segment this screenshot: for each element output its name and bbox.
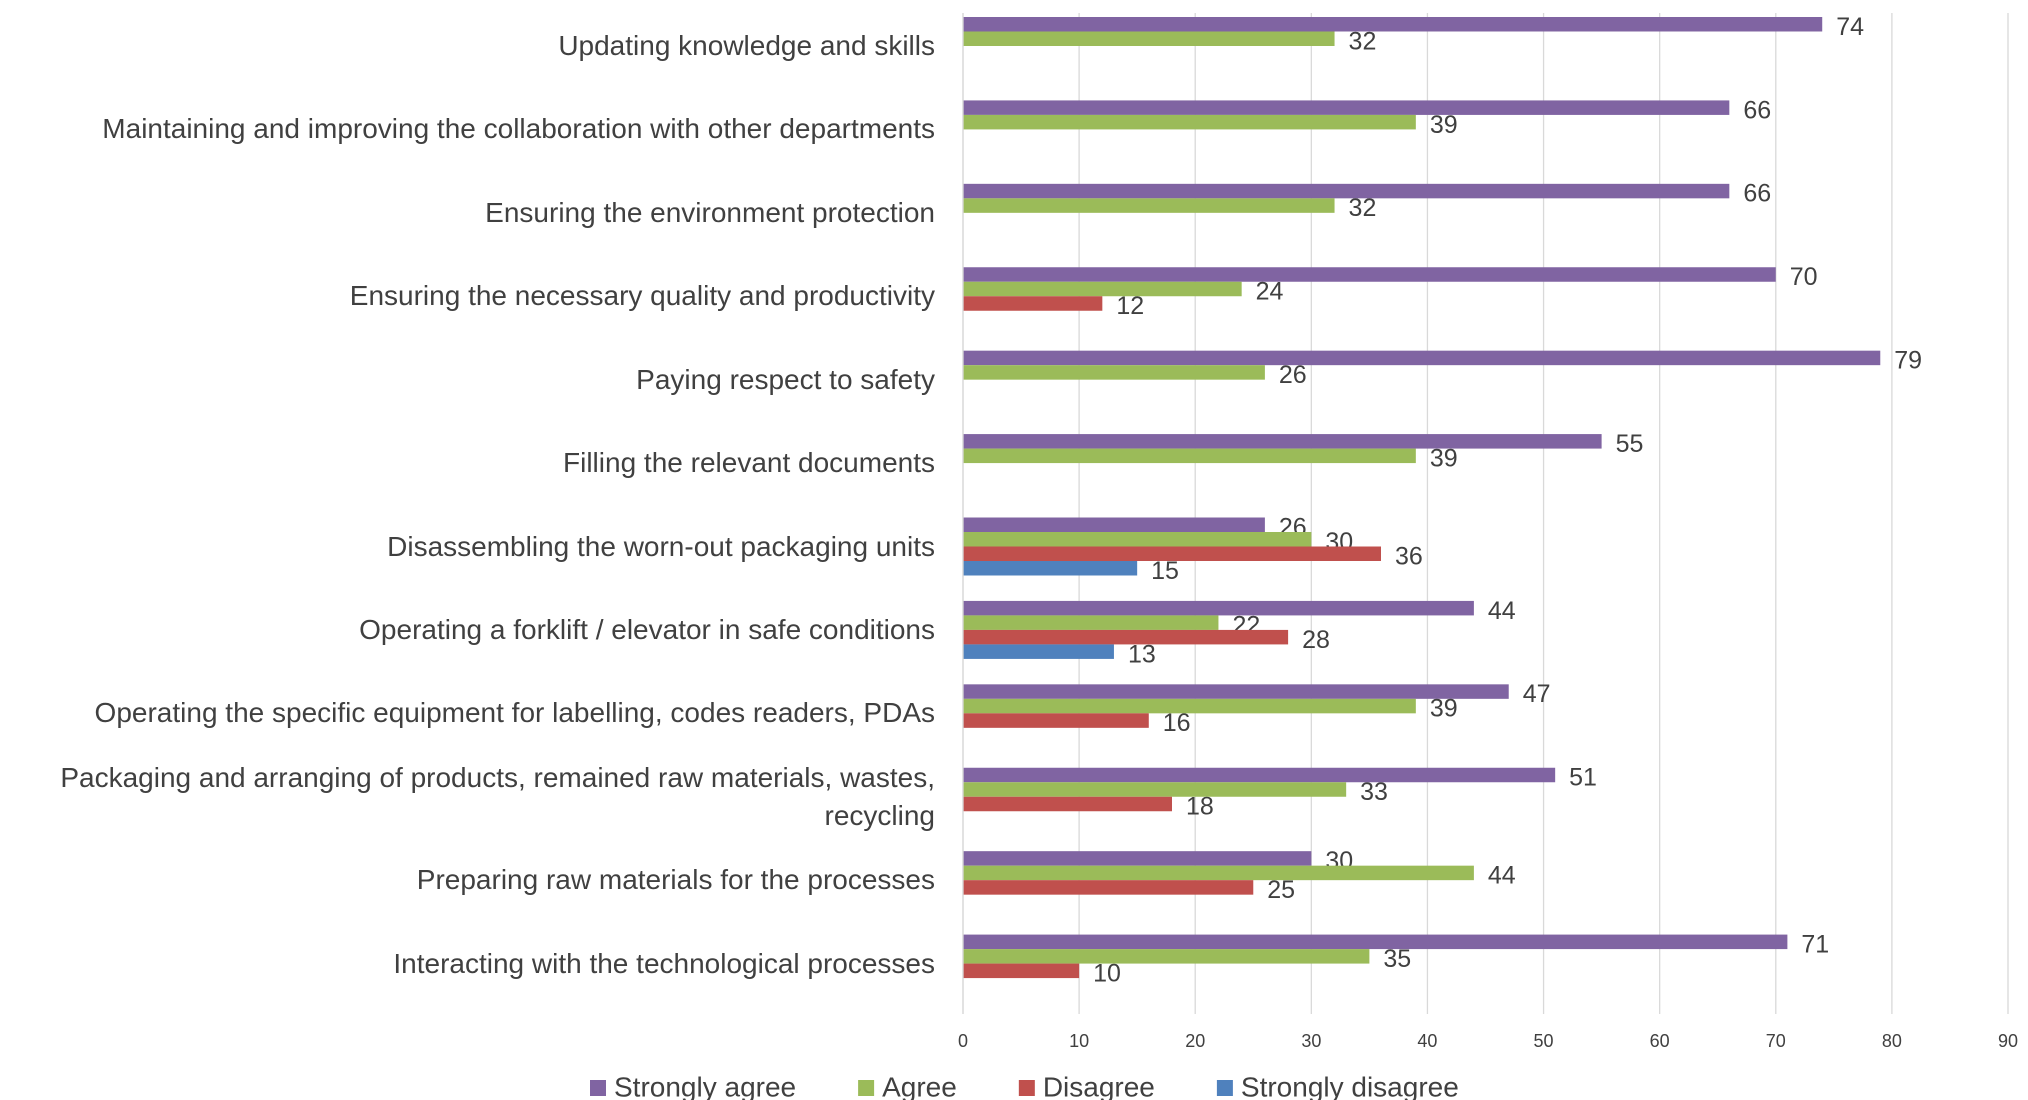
bar (963, 183, 1730, 199)
category-label: Maintaining and improving the collaborat… (102, 113, 935, 145)
x-tick-label: 20 (1185, 1031, 1205, 1051)
x-tick-label: 50 (1534, 1031, 1554, 1051)
value-label: 32 (1349, 194, 1377, 222)
bar (963, 698, 1416, 714)
bar (963, 114, 1416, 130)
legend-label: Strongly disagree (1241, 1071, 1459, 1100)
bar (963, 350, 1881, 366)
bar (963, 796, 1172, 812)
category-label: Filling the relevant documents (563, 447, 935, 479)
x-tick-label: 80 (1882, 1031, 1902, 1051)
bar (963, 713, 1149, 728)
value-label: 15 (1151, 557, 1179, 585)
value-label: 39 (1430, 695, 1458, 723)
bar (963, 963, 1080, 979)
bar (963, 684, 1509, 699)
x-tick-label: 90 (1998, 1031, 2018, 1051)
bar (963, 561, 1138, 576)
category-label: Ensuring the necessary quality and produ… (349, 280, 935, 312)
bar (963, 949, 1370, 964)
value-label: 12 (1116, 292, 1144, 320)
value-label: 55 (1616, 430, 1644, 458)
bar (963, 267, 1776, 282)
bar (963, 851, 1312, 866)
legend-label: Strongly agree (614, 1071, 796, 1100)
value-label: 51 (1569, 764, 1597, 792)
value-label: 71 (1801, 930, 1829, 958)
category-label: Interacting with the technological proce… (393, 947, 935, 979)
bar (963, 600, 1474, 616)
bar (963, 296, 1103, 311)
bar (963, 100, 1730, 115)
value-label: 39 (1430, 444, 1458, 472)
value-label: 28 (1302, 626, 1330, 654)
value-label: 70 (1790, 263, 1818, 291)
legend-swatch (858, 1080, 875, 1096)
x-tick-label: 30 (1301, 1031, 1321, 1051)
value-label: 44 (1488, 597, 1516, 625)
legend-label: Agree (882, 1071, 957, 1100)
value-label: 33 (1360, 778, 1388, 806)
value-label: 74 (1836, 13, 1864, 41)
bar (963, 448, 1416, 464)
value-label: 39 (1430, 111, 1458, 139)
bar (963, 644, 1114, 659)
value-label: 35 (1383, 945, 1411, 973)
legend-swatch (590, 1080, 606, 1096)
value-label: 26 (1279, 361, 1307, 389)
value-label: 10 (1093, 959, 1121, 987)
value-label: 24 (1256, 278, 1284, 306)
bar (963, 31, 1335, 46)
value-label: 47 (1523, 680, 1551, 708)
bar (963, 532, 1312, 547)
x-tick-label: 10 (1069, 1031, 1089, 1051)
legend-swatch (1018, 1080, 1035, 1096)
value-label: 44 (1488, 862, 1516, 890)
bar (963, 865, 1474, 881)
category-label: Disassembling the worn-out packaging uni… (387, 530, 935, 562)
value-label: 32 (1349, 27, 1377, 55)
bar (963, 517, 1265, 532)
value-label: 18 (1186, 793, 1214, 821)
bar (963, 880, 1254, 895)
bar (963, 615, 1219, 630)
value-label: 16 (1163, 709, 1191, 737)
bar (963, 782, 1347, 797)
x-tick-label: 60 (1650, 1031, 1670, 1051)
bar (963, 767, 1556, 783)
bar (963, 629, 1289, 645)
value-label: 79 (1894, 347, 1922, 375)
category-label: Packaging and arranging of products, rem… (60, 761, 935, 831)
category-label: Updating knowledge and skills (558, 30, 935, 61)
x-tick-label: 70 (1766, 1031, 1786, 1051)
value-label: 13 (1128, 640, 1156, 668)
bar (963, 281, 1242, 297)
bar (963, 934, 1788, 950)
legend-swatch (1216, 1080, 1233, 1096)
category-label: Ensuring the environment protection (485, 196, 935, 228)
x-tick-label: 0 (958, 1031, 968, 1051)
bar (963, 17, 1823, 32)
category-label: Preparing raw materials for the processe… (416, 864, 935, 896)
bar (963, 198, 1335, 213)
value-label: 36 (1395, 542, 1423, 570)
category-label: Paying respect to safety (636, 363, 935, 395)
value-label: 66 (1743, 180, 1771, 208)
value-label: 25 (1267, 876, 1295, 904)
x-tick-label: 40 (1417, 1031, 1437, 1051)
bar (963, 546, 1381, 561)
category-label: Operating a forklift / elevator in safe … (359, 613, 935, 645)
category-label: Operating the specific equipment for lab… (94, 697, 935, 729)
legend-label: Disagree (1043, 1071, 1155, 1100)
bar (963, 365, 1265, 380)
value-label: 66 (1743, 96, 1771, 124)
bar (963, 434, 1602, 449)
